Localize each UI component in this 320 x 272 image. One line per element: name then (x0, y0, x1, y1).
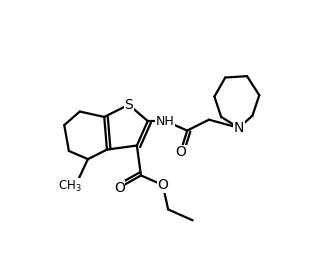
Text: S: S (124, 98, 133, 112)
Text: NH: NH (156, 115, 175, 128)
Text: CH$_3$: CH$_3$ (58, 179, 82, 194)
Text: O: O (175, 145, 186, 159)
Text: O: O (114, 181, 124, 195)
Text: O: O (157, 178, 168, 192)
Text: N: N (234, 121, 244, 135)
